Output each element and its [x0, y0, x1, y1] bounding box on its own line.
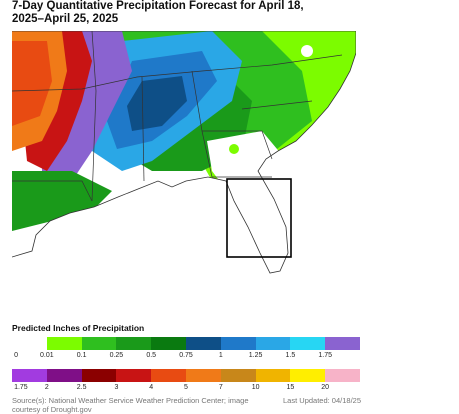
last-updated: Last Updated: 04/18/25: [283, 396, 361, 405]
legend-swatch: [255, 337, 291, 350]
legend-label: 1.5: [285, 352, 296, 359]
legend-label: 3: [114, 384, 119, 391]
legend-swatch: [46, 369, 82, 382]
coastline: [12, 31, 356, 274]
legend-label: 1.25: [248, 352, 263, 359]
legend-label: 0.25: [109, 352, 124, 359]
legend-label: 0.5: [146, 352, 157, 359]
legend-label: 20: [321, 384, 330, 391]
legend-label: 0.1: [76, 352, 87, 359]
legend-labels-row-2: 1.75 2 2.5 3 4 5 7 10 15 20: [12, 384, 360, 394]
legend-swatch: [220, 369, 256, 382]
legend-swatch: [290, 337, 326, 350]
legend-labels-row-1: 0 0.01 0.1 0.25 0.5 0.75 1 1.25 1.5 1.75: [12, 352, 360, 362]
legend-swatch: [12, 369, 47, 382]
legend-swatch: [185, 337, 221, 350]
legend-swatch: [151, 369, 186, 382]
legend-swatch: [325, 337, 360, 350]
legend-swatch: [116, 369, 152, 382]
legend-swatch: [151, 337, 186, 350]
legend-label: 5: [184, 384, 188, 391]
florida-highlight-box: [226, 178, 292, 258]
legend-swatch: [46, 337, 82, 350]
legend-label: 1.75: [14, 384, 28, 391]
legend-swatch: [81, 337, 117, 350]
legend-label: 4: [149, 384, 154, 391]
legend-label: 2: [44, 384, 49, 391]
precipitation-map: [12, 31, 356, 288]
legend-label: 1: [218, 352, 223, 359]
source-text: Source(s): National Weather Service Weat…: [12, 396, 249, 414]
legend-label: 0.01: [39, 352, 54, 359]
legend-swatch: [290, 369, 326, 382]
legend-swatch: [81, 369, 117, 382]
legend-label: 15: [286, 384, 295, 391]
legend-title: Predicted Inches of Precipitation: [12, 323, 145, 333]
legend-swatch: [220, 337, 256, 350]
legend-swatch: [255, 369, 291, 382]
legend-label: 10: [251, 384, 260, 391]
map-title: 7-Day Quantitative Precipitation Forecas…: [12, 0, 304, 25]
legend-swatch: [116, 337, 152, 350]
legend-label: 1.75: [318, 352, 332, 359]
legend-swatch: [12, 337, 47, 350]
legend-color-row-1: [12, 337, 360, 350]
legend-label: 0: [14, 352, 18, 359]
legend-label: 2.5: [76, 384, 87, 391]
state-boundaries: [12, 31, 343, 202]
legend-swatch: [325, 369, 360, 382]
legend-label: 7: [218, 384, 223, 391]
legend-label: 0.75: [179, 352, 193, 359]
legend-swatch: [185, 369, 221, 382]
legend-color-row-2: [12, 369, 360, 382]
